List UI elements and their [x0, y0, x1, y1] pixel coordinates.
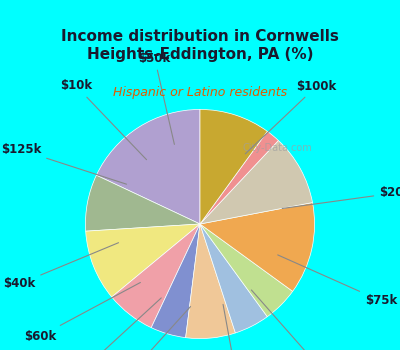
Wedge shape — [86, 175, 200, 231]
Text: $30k: $30k — [64, 298, 161, 350]
Wedge shape — [186, 224, 235, 338]
Text: $100k: $100k — [245, 79, 337, 154]
Wedge shape — [200, 203, 314, 291]
Text: $10k: $10k — [60, 79, 146, 160]
Text: $200k: $200k — [282, 186, 400, 209]
Wedge shape — [86, 224, 200, 297]
Wedge shape — [200, 140, 312, 224]
Wedge shape — [200, 224, 293, 317]
Text: $75k: $75k — [278, 255, 397, 307]
Wedge shape — [112, 224, 200, 328]
Text: City-Data.com: City-Data.com — [242, 144, 312, 153]
Text: $60k: $60k — [24, 282, 140, 343]
Wedge shape — [96, 110, 200, 224]
Text: Income distribution in Cornwells
Heights-Eddington, PA (%): Income distribution in Cornwells Heights… — [61, 29, 339, 62]
Wedge shape — [200, 131, 278, 224]
Text: $40k: $40k — [3, 243, 118, 290]
Text: Hispanic or Latino residents: Hispanic or Latino residents — [113, 86, 287, 99]
Text: $20k: $20k — [223, 304, 258, 350]
Text: > $200k: > $200k — [84, 307, 190, 350]
Wedge shape — [151, 224, 200, 338]
Text: $50k: $50k — [138, 51, 174, 145]
Wedge shape — [200, 110, 267, 224]
Text: $125k: $125k — [1, 144, 126, 184]
Wedge shape — [200, 224, 267, 333]
Text: $150k: $150k — [251, 290, 345, 350]
